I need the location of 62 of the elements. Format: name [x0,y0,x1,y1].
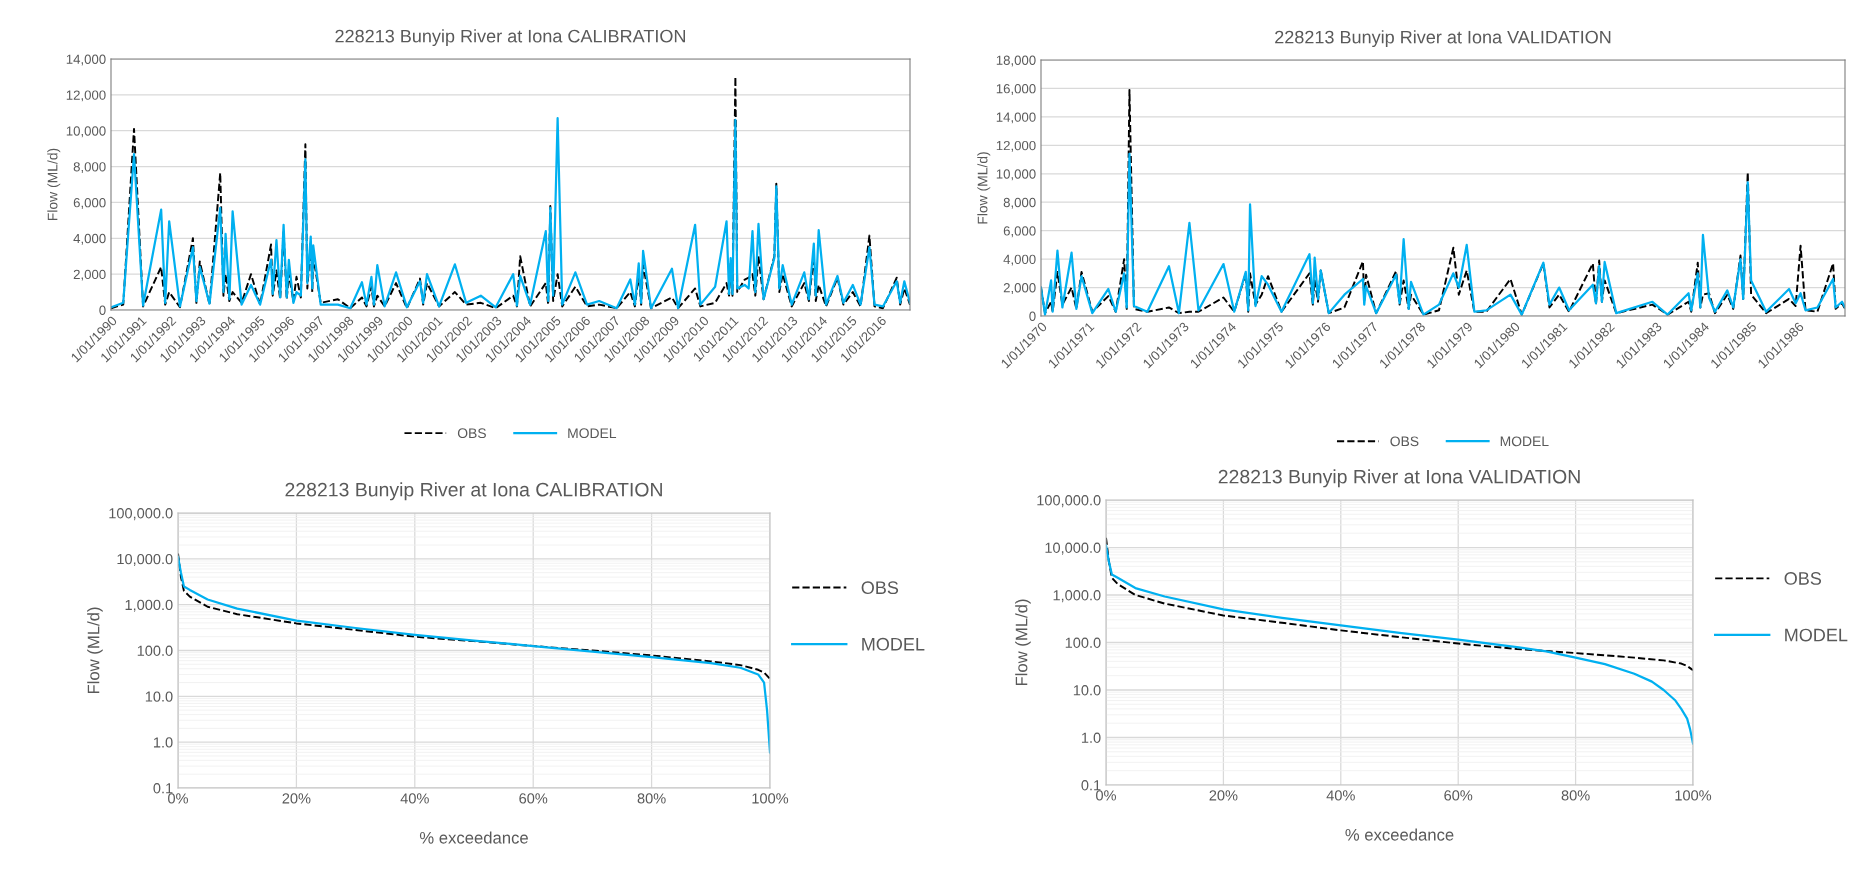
x-tick-label: 80% [637,793,666,804]
legend-label: OBS [861,581,899,595]
x-tick-label: 20% [282,793,311,804]
chart-title: 228213 Bunyip River at Iona CALIBRATION [335,29,685,47]
legend-label: OBS [1784,572,1822,585]
y-tick-label: 12,000 [996,140,1036,152]
legend-label: OBS [457,428,486,439]
y-tick-label: 0 [99,305,106,315]
x-tick-label: 0% [168,793,189,804]
y-tick-label: 10,000.0 [117,553,173,566]
y-tick-label: 8,000 [1003,197,1036,209]
y-tick-label: 6,000 [73,198,106,209]
y-tick-label: 14,000 [66,54,106,66]
y-tick-label: 12,000 [66,90,106,102]
y-axis-title: Flow (ML/d) [87,607,103,694]
y-axis-title: Flow (ML/d) [47,148,61,221]
x-tick-label: 40% [1326,790,1355,801]
legend-label: MODEL [568,428,617,439]
y-tick-label: 10,000.0 [1045,542,1101,555]
y-tick-label: 4,000 [1003,254,1036,266]
y-tick-label: 100.0 [1065,637,1101,648]
y-tick-label: 0.1 [153,783,173,794]
y-axis-title: Flow (ML/d) [977,152,991,224]
legend-label: OBS [1390,436,1419,447]
y-tick-label: 1.0 [1081,732,1101,743]
y-tick-label: 100,000.0 [1037,495,1101,508]
chart-title: 228213 Bunyip River at Iona VALIDATION [1275,30,1611,48]
x-tick-label: 60% [1444,790,1473,801]
y-tick-label: 10.0 [145,691,173,702]
y-tick-label: 1,000.0 [1053,590,1101,603]
y-tick-label: 18,000 [996,55,1036,67]
x-tick-label: 80% [1561,790,1590,801]
y-tick-label: 0.1 [1081,780,1101,791]
x-tick-label: 40% [400,793,429,804]
y-axis-title: Flow (ML/d) [1015,599,1031,686]
y-tick-label: 2,000 [1003,283,1036,295]
y-tick-label: 14,000 [996,112,1036,124]
legend-label: MODEL [1785,628,1848,642]
legend-label: MODEL [862,637,925,651]
y-tick-label: 0 [1029,311,1036,321]
x-tick-label: 100% [1675,790,1712,801]
x-axis-title: % exceedance [419,831,528,844]
y-tick-label: 16,000 [996,84,1036,95]
legend-label: MODEL [1500,436,1549,447]
y-tick-label: 10,000 [996,169,1036,181]
y-tick-label: 100.0 [137,645,173,656]
y-tick-label: 10.0 [1073,685,1101,696]
y-tick-label: 4,000 [73,233,106,245]
y-tick-label: 8,000 [73,162,106,174]
y-tick-label: 1,000.0 [125,599,173,612]
x-tick-label: 60% [519,793,548,804]
x-tick-label: 20% [1209,790,1238,801]
chart-title: 228213 Bunyip River at Iona CALIBRATION [285,482,662,501]
y-tick-label: 6,000 [1003,226,1036,238]
x-axis-title: % exceedance [1345,828,1454,841]
chart-title: 228213 Bunyip River at Iona VALIDATION [1218,469,1580,488]
y-tick-label: 2,000 [73,269,106,281]
x-tick-label: 0% [1096,790,1117,801]
y-tick-label: 1.0 [153,737,173,748]
y-tick-label: 10,000 [66,126,106,138]
y-tick-label: 100,000.0 [109,508,173,521]
x-tick-label: 100% [752,793,789,804]
